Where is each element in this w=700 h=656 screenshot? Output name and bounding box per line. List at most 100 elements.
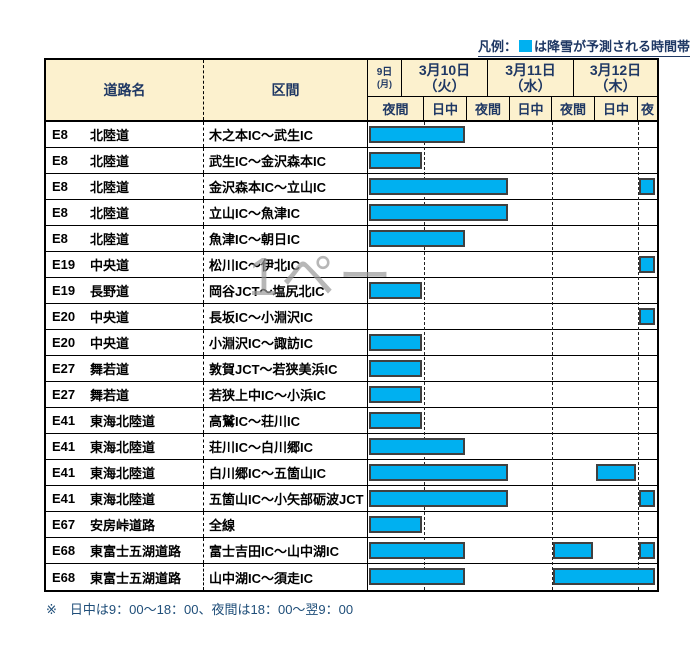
road-name: 中央道 [90,310,130,325]
section-cell: 白川郷IC～五箇山IC [204,460,368,485]
table-row: E8 北陸道 木之本IC～武生IC [46,122,657,148]
snow-period-bar [369,386,422,403]
table-rows: E8 北陸道 木之本IC～武生IC E8 北陸道 武生IC～金沢森本IC E8 … [46,122,657,590]
road-name: 北陸道 [90,180,130,195]
section-cell: 松川IC～伊北IC [204,252,368,277]
road-name: 中央道 [90,336,130,351]
route-code: E20 [52,309,76,324]
section-cell: 高鷲IC～荘川IC [204,408,368,433]
table-row: E68 東富士五湖道路 富士吉田IC～山中湖IC [46,538,657,564]
legend-suffix: は降雪が予測される時間帯 [533,39,690,54]
section-cell: 魚津IC～朝日IC [204,226,368,251]
snow-period-bar [369,438,465,455]
row-chart-cell [368,382,657,407]
table-row: E8 北陸道 立山IC～魚津IC [46,200,657,226]
route-code: E8 [52,179,68,194]
row-chart-cell [368,252,657,277]
header-slot-night4: 夜 [640,102,654,117]
table-row: E68 東富士五湖道路 山中湖IC～須走IC [46,564,657,590]
header-slot-row: 夜間 日中 夜間 日中 夜間 日中 夜 [368,97,657,120]
section-cell: 金沢森本IC～立山IC [204,174,368,199]
road-cell: E8 北陸道 [46,174,204,199]
header-slot-day3: 日中 [595,97,638,120]
route-code: E41 [52,413,76,428]
section-cell: 立山IC～魚津IC [204,200,368,225]
road-name: 東海北陸道 [90,492,156,507]
table-row: E19 長野道 岡谷JCT～塩尻北IC [46,278,657,304]
route-code: E19 [52,283,76,298]
header-date-mar11: 3月11日 （水） [488,60,574,96]
snow-period-bar [369,412,422,429]
road-cell: E68 東富士五湖道路 [46,564,204,590]
header-section: 区間 [204,60,368,120]
snow-period-bar [639,178,655,195]
road-name: 長野道 [90,284,130,299]
snow-period-bar [369,464,508,481]
legend-prefix: 凡例： [477,39,517,54]
row-chart-cell [368,564,657,590]
route-code: E19 [52,257,76,272]
road-cell: E8 北陸道 [46,148,204,173]
route-code: E68 [52,569,76,585]
section-cell: 五箇山IC～小矢部砺波JCT [204,486,368,511]
table-row: E8 北陸道 魚津IC～朝日IC [46,226,657,252]
row-chart-cell [368,356,657,381]
section-cell: 小淵沢IC～諏訪IC [204,330,368,355]
snow-period-bar [369,490,508,507]
legend: 凡例： は降雪が予測される時間帯 [477,36,690,57]
header-slot-night3: 夜間 [552,97,595,120]
snow-period-bar [639,256,655,273]
snow-period-bar [639,490,655,507]
route-code: E20 [52,335,76,350]
section-cell: 荘川IC～白川郷IC [204,434,368,459]
section-cell: 武生IC～金沢森本IC [204,148,368,173]
route-code: E8 [52,127,68,142]
snow-period-bar [369,178,508,195]
row-chart-cell [368,538,657,563]
road-name: 安房峠道路 [90,518,156,533]
header-chart-area: 9日 (月) 3月10日 （火） 3月11日 （水） 3月12日 （木） [368,60,657,120]
table-row: E27 舞若道 敦賀JCT～若狭美浜IC [46,356,657,382]
row-chart-cell [368,434,657,459]
road-name: 北陸道 [90,206,130,221]
table-row: E8 北陸道 金沢森本IC～立山IC [46,174,657,200]
road-name: 東海北陸道 [90,466,156,481]
section-cell: 山中湖IC～須走IC [204,564,368,590]
row-chart-cell [368,408,657,433]
section-cell: 若狭上中IC～小浜IC [204,382,368,407]
snow-period-bar [553,542,593,559]
row-chart-cell [368,486,657,511]
table-header: 道路名 区間 9日 (月) 3月10日 （火） 3月11日 （水） [46,60,657,122]
snow-period-bar [369,568,465,585]
snow-period-bar [369,516,422,533]
row-chart-cell [368,226,657,251]
header-date-mar12: 3月12日 （木） [589,61,642,94]
section-cell: 長坂IC～小淵沢IC [204,304,368,329]
road-cell: E67 安房峠道路 [46,512,204,537]
road-cell: E8 北陸道 [46,226,204,251]
route-code: E67 [52,517,76,532]
snow-period-bar [369,204,508,221]
snow-period-bar [369,230,465,247]
header-slot-day1: 日中 [424,97,467,120]
header-slot-night1: 夜間 [368,97,424,120]
table-row: E41 東海北陸道 五箇山IC～小矢部砺波JCT [46,486,657,512]
snow-period-bar [639,542,655,559]
snow-period-bar [553,568,655,585]
road-name: 北陸道 [90,128,130,143]
road-name: 舞若道 [90,388,130,403]
section-cell: 岡谷JCT～塩尻北IC [204,278,368,303]
table-row: E41 東海北陸道 白川郷IC～五箇山IC [46,460,657,486]
road-name: 東海北陸道 [90,440,156,455]
snow-period-bar [369,282,422,299]
snow-period-bar [369,360,422,377]
snow-swatch-icon [518,40,532,52]
snow-period-bar [369,334,422,351]
table-row: E67 安房峠道路 全線 [46,512,657,538]
table-row: E20 中央道 長坂IC～小淵沢IC [46,304,657,330]
header-slot-night2: 夜間 [467,97,510,120]
road-name: 中央道 [90,258,130,273]
header-road-name: 道路名 [46,60,204,120]
route-code: E8 [52,231,68,246]
